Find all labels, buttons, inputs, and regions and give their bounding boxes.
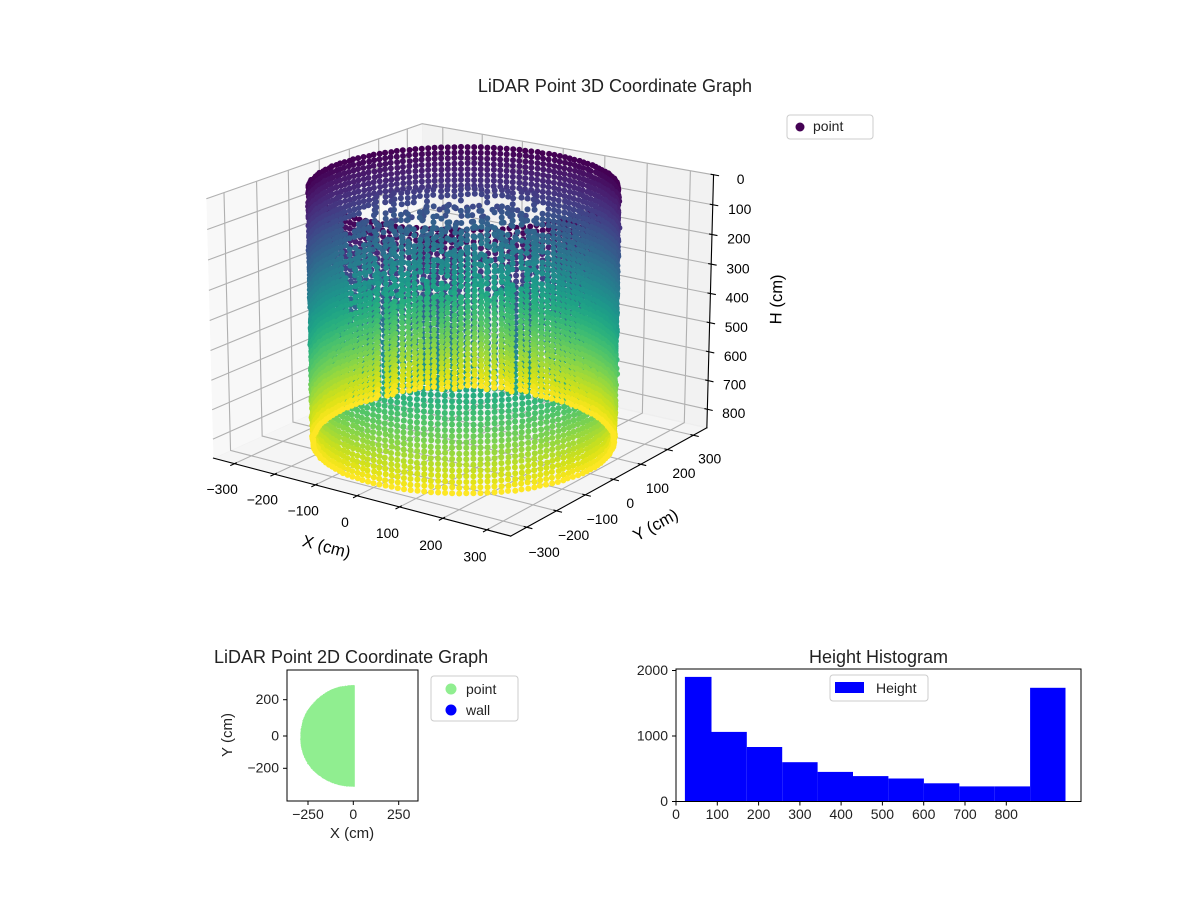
svg-text:600: 600 [724,348,747,364]
svg-text:−100: −100 [288,503,320,519]
svg-text:−200: −200 [247,492,279,508]
svg-text:100: 100 [728,201,751,217]
svg-text:−200: −200 [558,527,590,543]
svg-text:−100: −100 [587,511,619,527]
svg-text:0: 0 [626,495,634,511]
svg-text:Y (cm): Y (cm) [630,505,682,545]
svg-text:0: 0 [341,514,349,530]
svg-text:100: 100 [376,525,399,541]
svg-text:200: 200 [419,537,442,553]
svg-text:−300: −300 [528,544,560,560]
svg-text:400: 400 [726,290,749,306]
svg-text:300: 300 [726,260,749,276]
svg-text:700: 700 [723,377,746,393]
svg-text:200: 200 [727,231,750,247]
svg-text:−300: −300 [207,481,239,497]
svg-text:H (cm): H (cm) [766,274,786,324]
svg-text:200: 200 [672,465,695,481]
svg-text:500: 500 [725,319,748,335]
svg-text:300: 300 [463,549,486,565]
svg-text:800: 800 [722,405,745,421]
svg-text:100: 100 [646,480,669,496]
svg-text:X (cm): X (cm) [300,531,352,562]
svg-text:300: 300 [698,450,721,466]
svg-text:0: 0 [737,171,745,187]
